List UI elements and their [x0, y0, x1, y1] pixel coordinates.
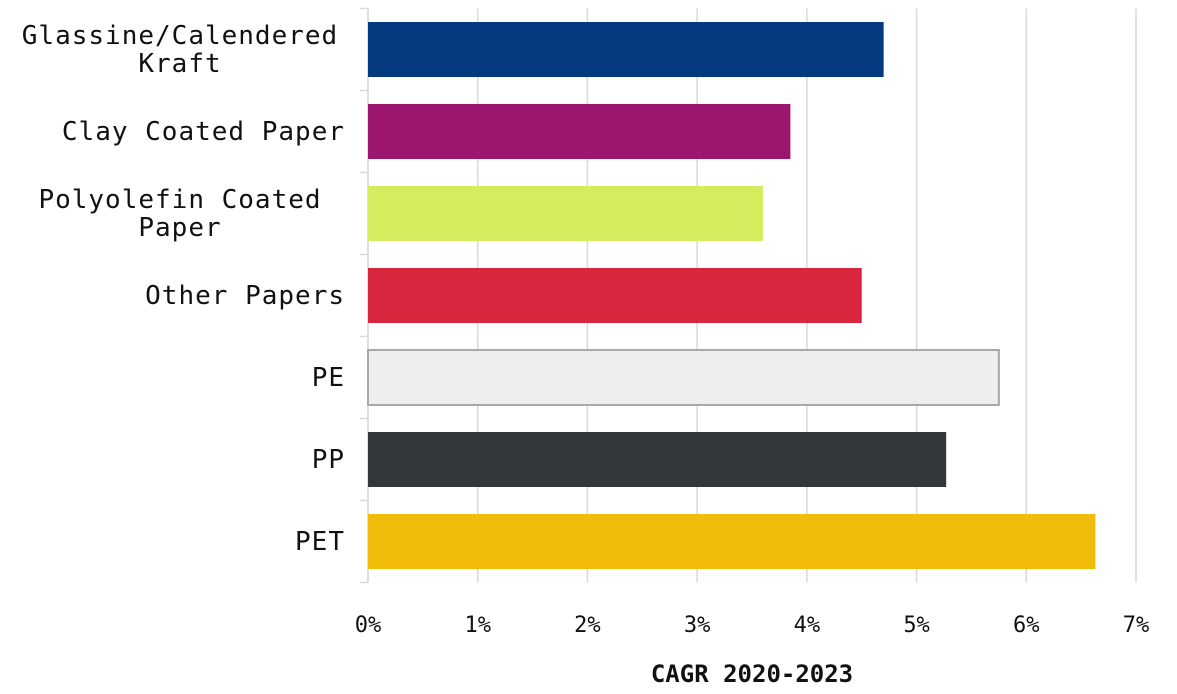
y-tick-label: Glassine/Calendered Kraft — [21, 20, 339, 79]
y-tick-label-box: PP — [0, 419, 345, 501]
x-tick-label: 3% — [684, 613, 711, 638]
y-tick-label-box: PE — [0, 337, 345, 419]
bar — [368, 22, 884, 77]
y-tick-label-box: Other Papers — [0, 255, 345, 337]
y-tick-label-box: Polyolefin Coated Paper — [0, 173, 345, 255]
bar — [368, 186, 763, 241]
y-tick-label: Other Papers — [145, 280, 345, 311]
y-tick-label: Clay Coated Paper — [61, 116, 345, 147]
y-tick-label: Polyolefin Coated Paper — [38, 184, 322, 243]
x-tick-label: 5% — [903, 613, 930, 638]
y-tick-label: PP — [311, 444, 345, 475]
x-axis-title: CAGR 2020-2023 — [651, 660, 853, 688]
y-tick-label: PE — [311, 362, 345, 393]
x-tick-label: 2% — [574, 613, 601, 638]
x-tick-label: 4% — [794, 613, 821, 638]
x-tick-label: 6% — [1013, 613, 1040, 638]
y-tick-label: PET — [295, 526, 345, 557]
bar — [368, 268, 862, 323]
bar — [368, 514, 1096, 569]
x-tick-label: 1% — [464, 613, 491, 638]
x-tick-label: 7% — [1123, 613, 1150, 638]
bar — [368, 104, 791, 159]
y-tick-label-box: PET — [0, 501, 345, 583]
bar — [367, 349, 1000, 406]
y-tick-label-box: Clay Coated Paper — [0, 91, 345, 173]
y-tick-label-box: Glassine/Calendered Kraft — [0, 9, 345, 91]
x-tick-label: 0% — [355, 613, 382, 638]
bar — [368, 432, 947, 487]
